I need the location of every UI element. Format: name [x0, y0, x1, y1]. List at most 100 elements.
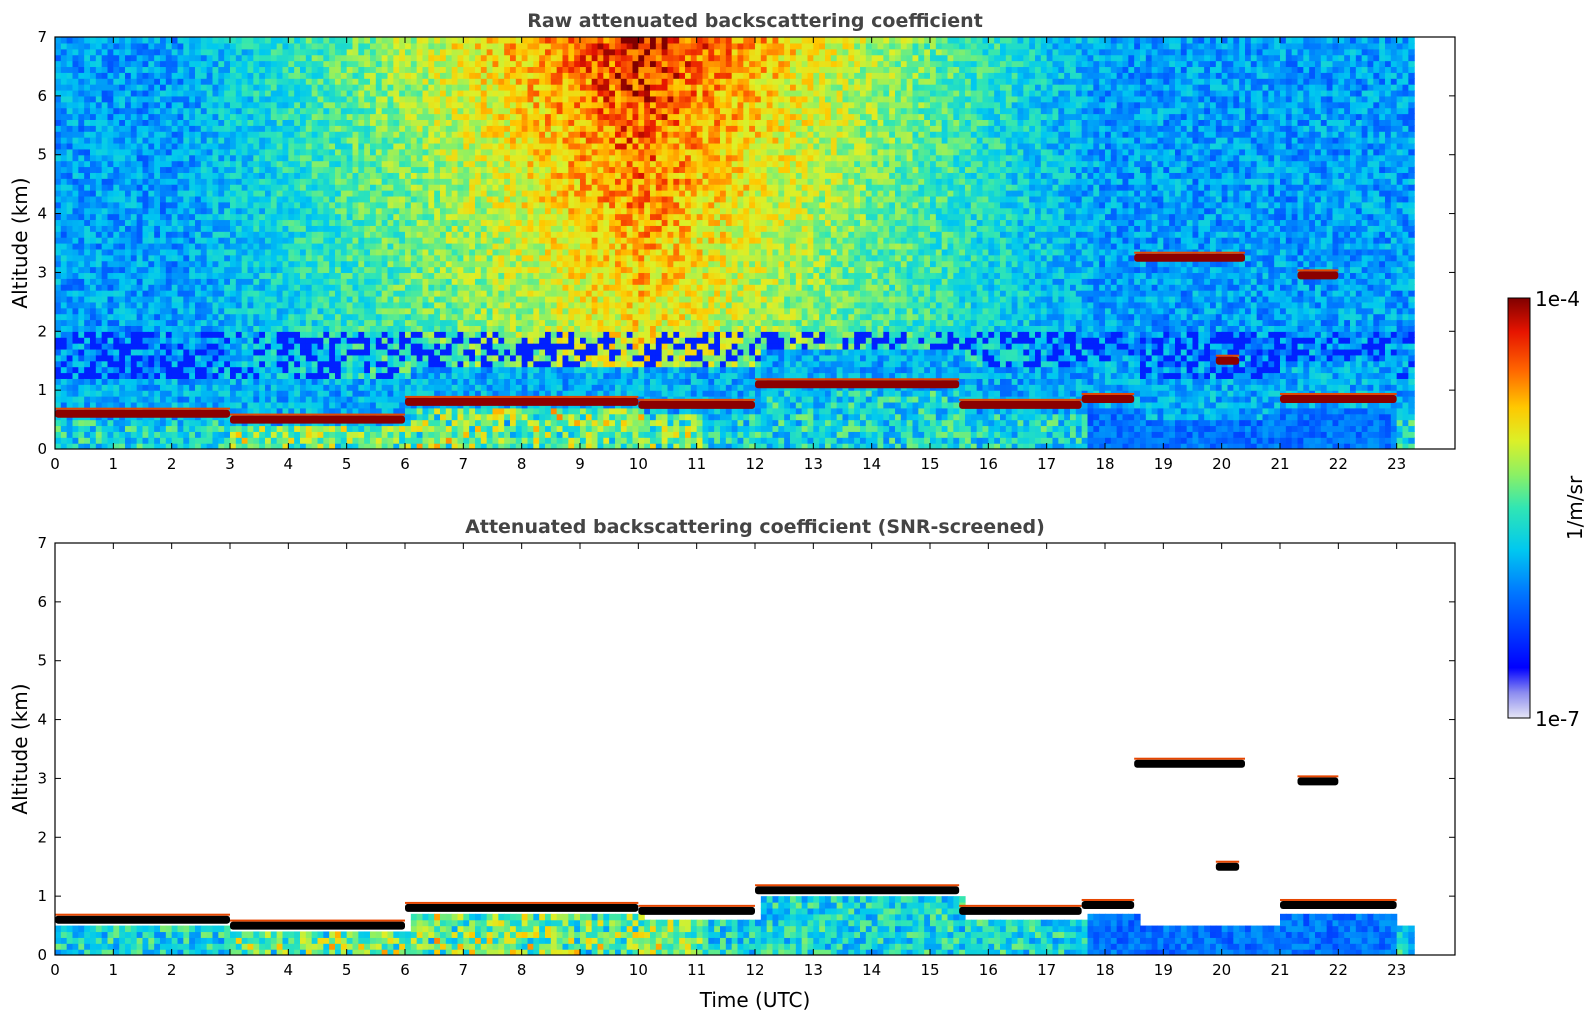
heatmap-cell [434, 113, 441, 120]
heatmap-cell [218, 301, 225, 309]
heatmap-cell [416, 231, 424, 238]
heatmap-cell [311, 84, 319, 91]
heatmap-cell [130, 284, 138, 291]
heatmap-cell [218, 396, 225, 403]
heatmap-cell [125, 384, 132, 391]
heatmap-cell [119, 54, 126, 62]
heatmap-cell [294, 378, 301, 385]
heatmap-cell [72, 348, 79, 356]
heatmap-cell [247, 325, 254, 332]
heatmap-cell [189, 443, 196, 449]
heatmap-cell [66, 290, 74, 297]
heatmap-cell [247, 319, 254, 326]
heatmap-cell [288, 278, 295, 285]
heatmap-cell [241, 260, 249, 268]
heatmap-cell [171, 201, 179, 209]
heatmap-cell [399, 78, 406, 85]
heatmap-cell [72, 107, 79, 115]
heatmap-cell [60, 60, 68, 68]
heatmap-cell [200, 42, 208, 50]
heatmap-cell [259, 325, 266, 332]
heatmap-cell [206, 207, 214, 215]
heatmap-cell [381, 60, 389, 68]
heatmap-cell [230, 360, 237, 368]
heatmap-cell [405, 37, 412, 44]
heatmap-cell [72, 89, 79, 97]
heatmap-cell [171, 378, 179, 385]
heatmap-cell [224, 419, 231, 427]
heatmap-cell [142, 225, 149, 232]
heatmap-cell [189, 48, 196, 56]
heatmap-cell [370, 207, 377, 215]
heatmap-cell [107, 119, 114, 126]
heatmap-cell [381, 284, 389, 291]
heatmap-cell [55, 78, 62, 85]
heatmap-cell [282, 54, 289, 62]
heatmap-cell [399, 154, 406, 162]
heatmap-cell [171, 160, 179, 168]
heatmap-cell [346, 401, 354, 409]
heatmap-cell [259, 401, 266, 409]
heatmap-cell [230, 37, 237, 44]
heatmap-cell [364, 213, 371, 221]
heatmap-cell [445, 307, 453, 315]
heatmap-cell [113, 372, 120, 379]
heatmap-cell [317, 248, 324, 256]
heatmap-cell [270, 148, 278, 156]
heatmap-cell [183, 172, 190, 179]
heatmap-cell [294, 101, 301, 109]
heatmap-cell [130, 195, 138, 203]
heatmap-cell [335, 72, 342, 79]
heatmap-cell [253, 343, 260, 350]
heatmap-cell [451, 348, 459, 356]
heatmap-cell [270, 301, 278, 309]
heatmap-cell [346, 166, 354, 173]
heatmap-cell [78, 219, 85, 226]
heatmap-cell [247, 172, 254, 179]
heatmap-cell [317, 113, 324, 120]
heatmap-cell [300, 119, 307, 126]
heatmap-cell [136, 237, 144, 244]
heatmap-cell [125, 378, 132, 385]
heatmap-cell [270, 137, 278, 144]
heatmap-cell [66, 213, 74, 221]
heatmap-cell [95, 425, 103, 432]
heatmap-cell [358, 443, 365, 449]
heatmap-cell [294, 272, 301, 279]
heatmap-cell [107, 319, 114, 326]
heatmap-cell [247, 178, 254, 185]
heatmap-cell [405, 119, 412, 126]
heatmap-cell [224, 237, 231, 244]
heatmap-cell [358, 195, 365, 203]
heatmap-cell [346, 325, 354, 332]
heatmap-cell [329, 337, 336, 344]
heatmap-cell [416, 95, 424, 103]
heatmap-cell [247, 284, 254, 291]
heatmap-cell [200, 172, 208, 179]
heatmap-cell [434, 443, 441, 449]
heatmap-cell [317, 407, 324, 415]
heatmap-cell [84, 437, 91, 444]
heatmap-cell [241, 195, 249, 203]
heatmap-cell [183, 419, 190, 427]
heatmap-cell [206, 60, 214, 68]
heatmap-cell [60, 78, 68, 85]
heatmap-cell [270, 354, 278, 362]
heatmap-cell [399, 72, 406, 79]
heatmap-cell [265, 401, 272, 409]
heatmap-cell [235, 201, 243, 209]
heatmap-cell [119, 372, 126, 379]
heatmap-cell [259, 137, 266, 144]
heatmap-cell [288, 48, 295, 56]
heatmap-cell [171, 301, 179, 309]
heatmap-cell [463, 378, 470, 385]
heatmap-cell [55, 231, 62, 238]
heatmap-cell [323, 72, 330, 79]
heatmap-cell [55, 131, 62, 138]
heatmap-cell [399, 378, 406, 385]
heatmap-cell [323, 78, 330, 85]
heatmap-cell [247, 431, 254, 438]
heatmap-cell [230, 390, 237, 397]
heatmap-cell [195, 366, 202, 374]
heatmap-cell [72, 290, 79, 297]
